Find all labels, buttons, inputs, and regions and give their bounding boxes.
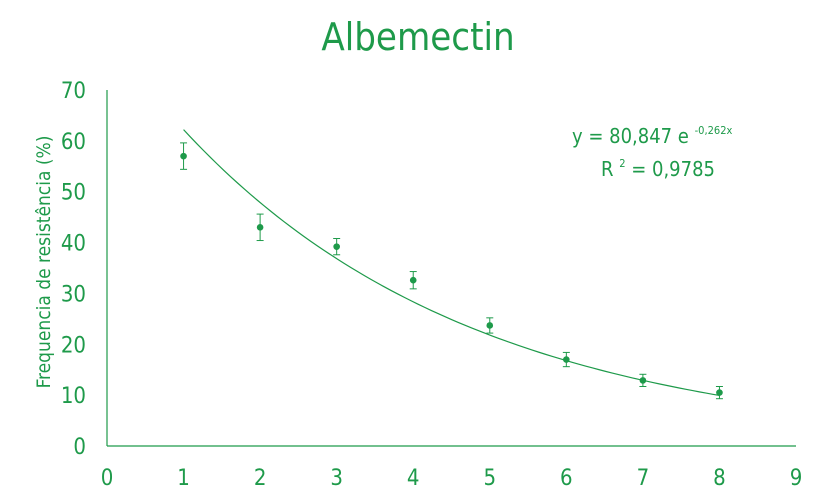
x-tick-label: 9 [790,466,803,491]
x-tick-label: 5 [483,466,496,491]
x-tick-label: 6 [560,466,573,491]
equation-main: y = 80,847 e [572,124,689,148]
trendline [183,129,720,397]
axes [106,90,796,447]
x-tick-label: 1 [177,466,190,491]
r-squared-sup: 2 [619,157,625,170]
data-point [486,322,494,329]
x-tick-label: 4 [407,466,420,491]
equation-exponent: -0,262x [695,124,733,137]
y-tick-label: 0 [73,435,86,460]
x-ticks: 0 1 2 3 4 5 6 7 8 9 [101,466,803,491]
x-tick-label: 0 [101,466,114,491]
x-tick-label: 7 [637,466,650,491]
trendline-group [183,129,720,397]
data-point [716,389,723,396]
trendline-equation: y = 80,847 e -0,262x R 2 = 0,9785 [572,124,732,181]
y-axis-label-group: Frequencia de resistência (%) [33,136,55,389]
x-tick-label: 8 [713,466,726,491]
data-point [180,152,187,160]
data-point [333,243,340,250]
data-points [180,142,723,400]
y-tick-label: 10 [61,384,86,409]
data-point [563,356,570,363]
data-point [639,377,647,384]
r-squared-value: = 0,9785 [631,157,715,181]
data-point [409,276,417,284]
r-squared-label: R [601,157,614,181]
data-point [256,224,264,231]
y-tick-label: 70 [61,79,86,104]
y-tick-label: 30 [61,282,86,307]
equation-text: y = 80,847 e -0,262x [572,124,732,148]
r-squared-text: R 2 = 0,9785 [601,148,715,181]
y-tick-label: 40 [61,232,86,257]
x-tick-label: 3 [330,466,343,491]
y-tick-label: 60 [61,130,86,155]
y-ticks: 0 10 20 30 40 50 60 70 [61,79,86,460]
y-tick-label: 20 [61,333,86,358]
y-axis-label: Frequencia de resistência (%) [33,136,55,389]
y-tick-label: 50 [61,181,86,206]
chart-title: Albemectin [321,15,514,59]
x-tick-label: 2 [254,466,267,491]
